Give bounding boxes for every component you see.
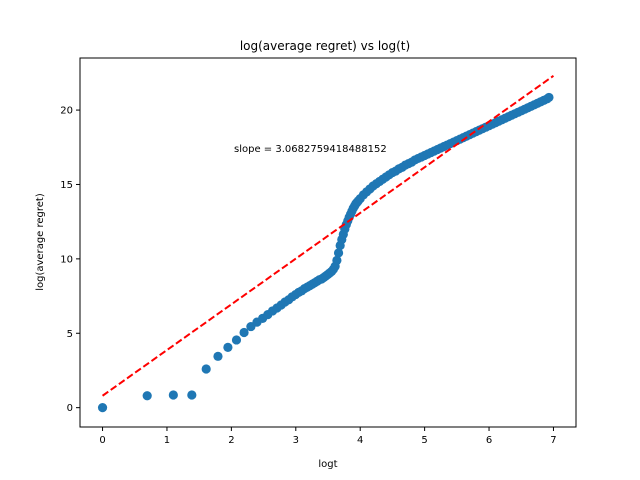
x-tick-label: 1 — [164, 435, 170, 446]
scatter-point — [213, 351, 223, 361]
y-axis: 0 5 10 15 20 — [60, 106, 80, 414]
y-tick-label: 0 — [67, 403, 73, 414]
scatter-point — [142, 391, 152, 401]
scatter-point — [201, 364, 211, 374]
scatter-point — [168, 390, 178, 400]
plot-area — [97, 75, 555, 413]
scatter-point — [223, 342, 233, 352]
scatter-point — [97, 403, 108, 413]
fit-line — [101, 75, 555, 397]
y-tick-label: 10 — [60, 254, 73, 265]
x-tick-label: 3 — [293, 435, 299, 446]
scatter-point — [187, 390, 197, 400]
x-tick-label: 7 — [550, 435, 556, 446]
x-tick-label: 0 — [99, 435, 105, 446]
scatter-point — [333, 248, 344, 258]
x-tick-label: 4 — [357, 435, 363, 446]
x-axis: 0 1 2 3 4 5 6 7 — [99, 427, 557, 446]
y-axis-label: log(average regret) — [35, 193, 46, 291]
x-tick-label: 5 — [421, 435, 427, 446]
y-tick-label: 5 — [67, 329, 73, 340]
slope-annotation: slope = 3.0682759418488152 — [234, 144, 387, 155]
scatter-point — [239, 327, 249, 338]
y-tick-label: 20 — [60, 106, 73, 117]
scatter-series — [97, 92, 554, 413]
x-axis-label: logt — [318, 459, 337, 470]
x-tick-label: 2 — [228, 435, 234, 446]
x-tick-label: 6 — [486, 435, 492, 446]
scatter-point — [544, 92, 554, 103]
scatter-point — [231, 335, 242, 345]
axes-frame — [79, 57, 577, 428]
chart-title: log(average regret) vs log(t) — [240, 39, 410, 53]
y-tick-label: 15 — [60, 180, 73, 191]
scatter-point — [332, 255, 342, 265]
